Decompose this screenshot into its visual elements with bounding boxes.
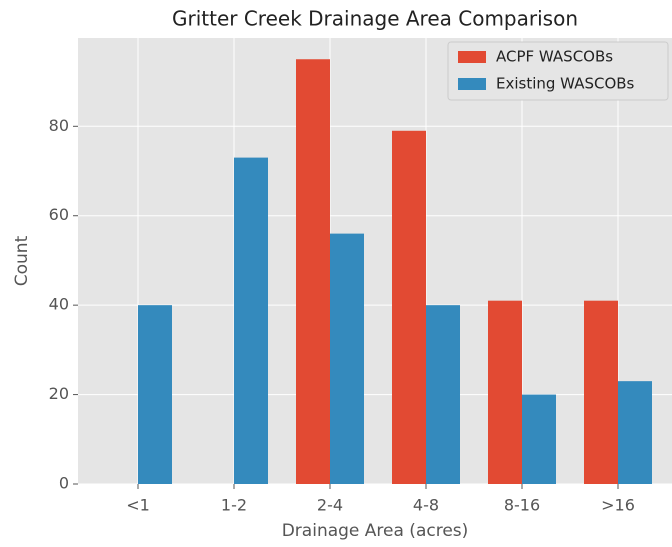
x-tick-label: 8-16	[504, 496, 540, 515]
bar	[584, 300, 618, 484]
x-tick-label: <1	[126, 496, 150, 515]
legend-label: Existing WASCOBs	[496, 75, 635, 93]
legend-box	[447, 41, 669, 101]
y-tick-label: 0	[59, 474, 69, 493]
bar	[522, 394, 556, 484]
bar	[392, 130, 426, 484]
legend-label: ACPF WASCOBs	[496, 48, 613, 66]
chart-title: Gritter Creek Drainage Area Comparison	[172, 7, 578, 31]
bar	[296, 59, 330, 484]
plot-area	[78, 38, 672, 484]
bar	[234, 157, 268, 484]
legend-swatch	[458, 78, 486, 90]
bar	[426, 305, 460, 484]
x-tick-label: >16	[601, 496, 635, 515]
y-tick-label: 60	[49, 205, 69, 224]
bar	[138, 305, 172, 484]
bar	[488, 300, 522, 484]
y-tick-label: 80	[49, 116, 69, 135]
x-tick-label: 4-8	[413, 496, 439, 515]
legend-swatch	[458, 51, 486, 63]
bar	[618, 381, 652, 484]
y-axis-label: Count	[12, 235, 32, 286]
bar	[330, 233, 364, 484]
legend: ACPF WASCOBs Existing WASCOBs	[447, 41, 669, 101]
bars	[138, 59, 652, 484]
x-tick-label: 1-2	[221, 496, 247, 515]
x-axis-label: Drainage Area (acres)	[282, 521, 469, 541]
y-tick-label: 20	[49, 384, 69, 403]
y-tick-label: 40	[49, 295, 69, 314]
x-tick-label: 2-4	[317, 496, 343, 515]
